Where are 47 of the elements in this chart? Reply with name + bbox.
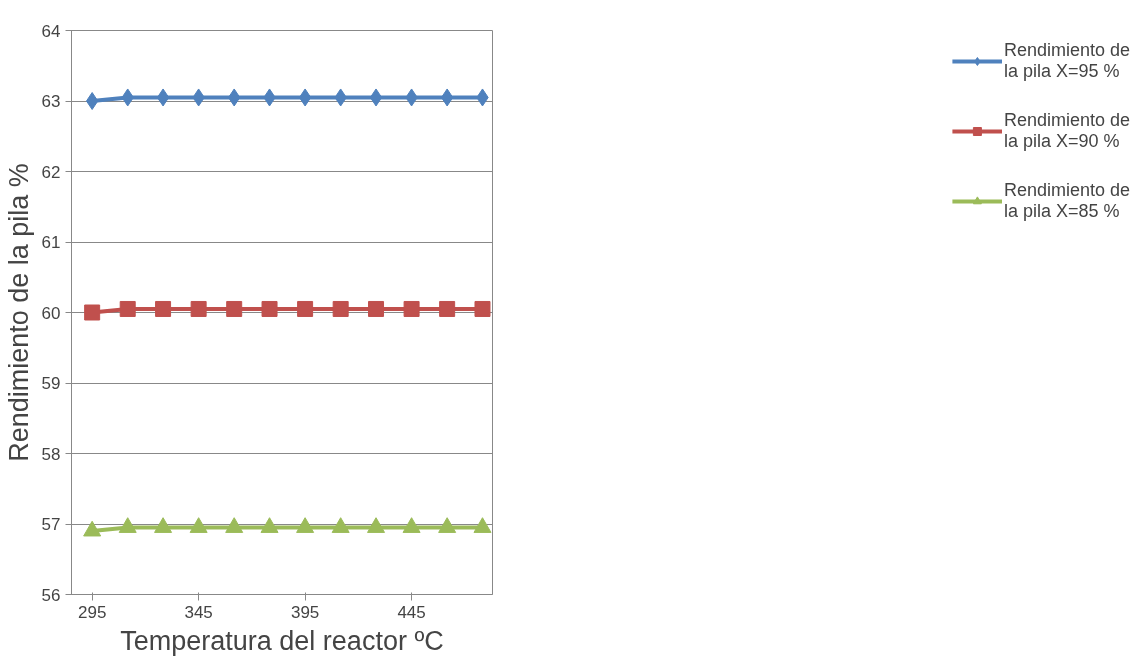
point	[83, 520, 102, 537]
point	[367, 517, 386, 533]
point	[403, 300, 420, 317]
point	[85, 92, 99, 110]
y-tick-label: 64	[41, 21, 61, 41]
point	[226, 300, 243, 317]
point	[189, 517, 208, 533]
point	[118, 517, 137, 533]
point	[439, 300, 456, 317]
point	[331, 517, 350, 533]
point	[260, 517, 279, 533]
x-tick-label: 445	[397, 602, 426, 622]
point	[369, 88, 383, 107]
y-tick-label: 57	[41, 515, 61, 534]
x-tick-label: 295	[77, 602, 107, 622]
legend-label: Rendimiento de la pila X=85 %	[1003, 180, 1130, 222]
point	[440, 88, 454, 107]
point	[402, 517, 421, 533]
y-tick-label: 60	[41, 303, 61, 323]
y-tick-label: 61	[41, 233, 61, 252]
point	[368, 300, 385, 317]
legend-label: Rendimiento de la pila X=90 %	[1003, 110, 1130, 152]
point	[156, 88, 170, 107]
point	[473, 517, 492, 533]
legend-label: Rendimiento de la pila X=95 %	[1003, 40, 1130, 82]
point	[297, 300, 314, 317]
point	[261, 300, 278, 317]
point	[332, 300, 349, 317]
point	[296, 517, 315, 533]
y-tick-label: 58	[41, 444, 61, 464]
y-tick-label: 56	[41, 585, 61, 605]
y-tick-label: 63	[41, 92, 61, 111]
x-tick-label: 345	[184, 602, 213, 622]
point	[298, 88, 312, 107]
y-tick-label: 62	[41, 162, 61, 182]
point	[119, 300, 136, 317]
x-axis-title: Temperatura del reactor ºC	[120, 625, 444, 656]
point	[84, 304, 101, 321]
point	[154, 517, 173, 533]
point	[438, 517, 457, 533]
point	[155, 300, 172, 317]
point	[190, 300, 207, 317]
x-tick-label: 395	[290, 602, 320, 622]
point	[225, 517, 244, 533]
y-axis-title: Rendimiento de la pila %	[3, 163, 34, 462]
y-tick-label: 59	[41, 374, 61, 393]
point	[474, 300, 491, 317]
